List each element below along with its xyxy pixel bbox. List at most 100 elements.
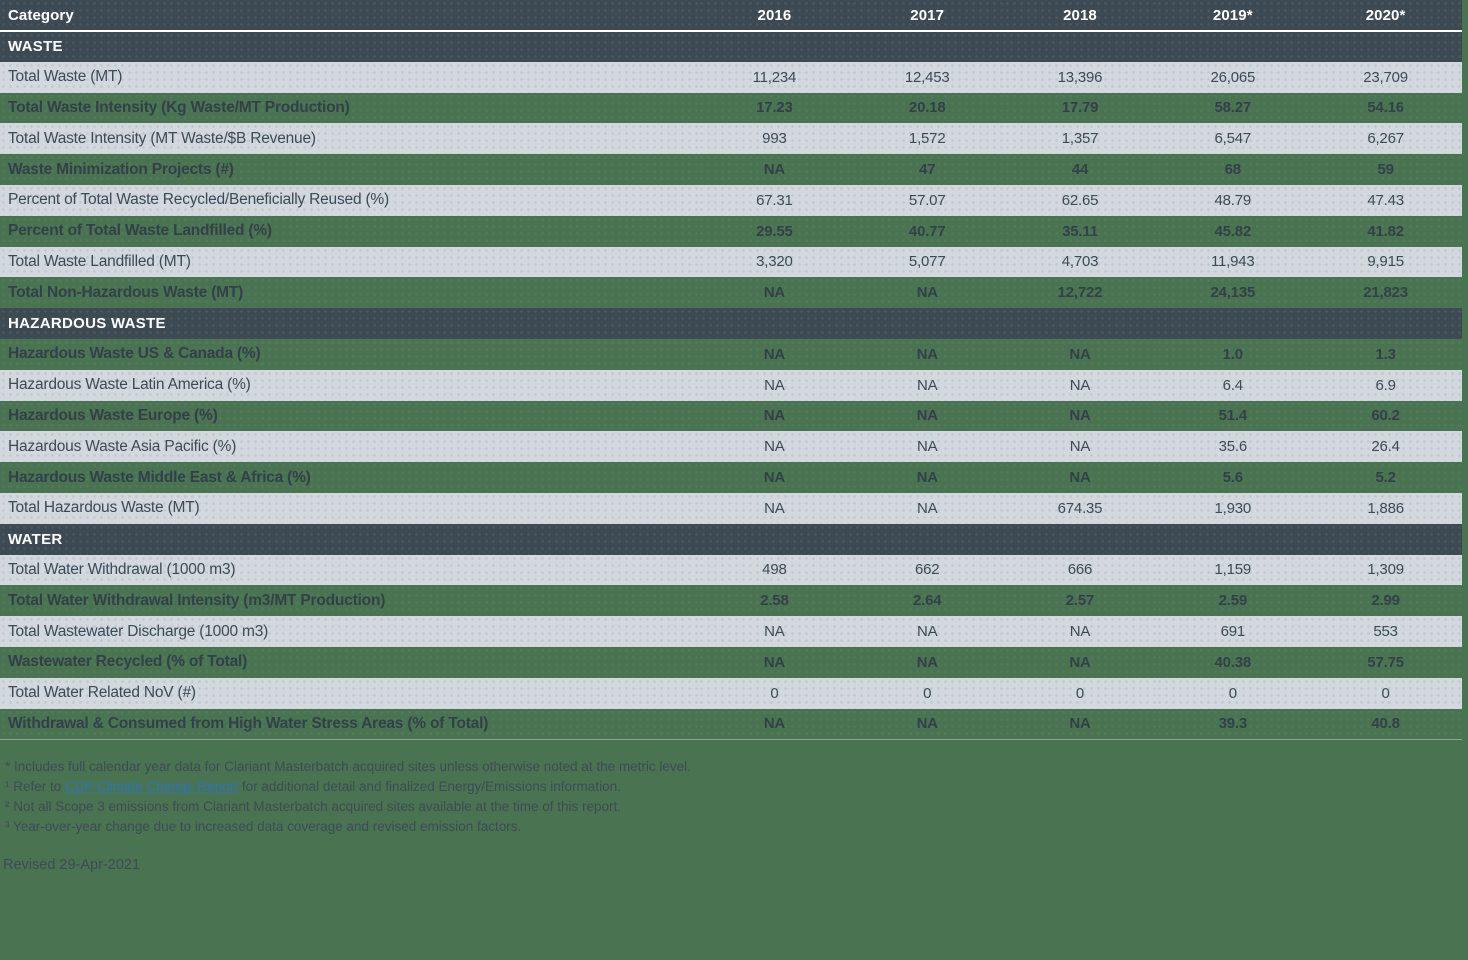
cell-value: NA [698,369,851,401]
cell-value: 29.55 [698,215,851,247]
column-header-year: 2018 [1003,0,1157,32]
cell-value: 2.57 [1003,585,1157,617]
cell-value: NA [850,338,1004,370]
cell-value: 21,823 [1309,277,1462,309]
cell-value: NA [850,462,1004,493]
cell-value: 662 [850,554,1004,586]
row-label: Total Water Withdrawal (1000 m3) [0,554,698,586]
table-row: Total Waste Landfilled (MT) 3,320 5,077 4,7… [0,246,1462,278]
table-row: Total Non-Hazardous Waste (MT) NA NA 12,722… [0,277,1462,309]
row-label: Withdrawal & Consumed from High Water St… [0,708,698,740]
cell-value: NA [698,646,851,678]
cell-value: 48.79 [1156,184,1310,216]
cell-value: NA [698,154,851,185]
cell-value: NA [1003,431,1157,463]
section-title: HAZARDOUS WASTE [0,308,1462,339]
cell-value: NA [698,462,851,493]
cell-value: NA [1003,616,1157,647]
cell-value: 47.43 [1309,184,1462,216]
cell-value: NA [850,277,1004,309]
cell-value: 3,320 [698,246,851,278]
row-label: Total Water Related NoV (#) [0,677,698,709]
cell-value: 2.99 [1309,585,1462,617]
row-label: Hazardous Waste Europe (%) [0,400,698,432]
cell-value: 5.6 [1156,462,1310,493]
row-label: Total Hazardous Waste (MT) [0,492,698,524]
cell-value: 40.38 [1156,646,1310,678]
cell-value: 498 [698,554,851,586]
cell-value: 51.4 [1156,400,1310,432]
table-row: Total Water Withdrawal (1000 m3) 498 662 66… [0,554,1462,586]
cell-value: 553 [1309,616,1462,647]
cell-value: 0 [1003,677,1157,709]
table-row: Total Waste Intensity (MT Waste/$B Reven… [0,123,1462,155]
cell-value: 23,709 [1309,61,1462,93]
row-label: Total Waste (MT) [0,61,698,93]
footnotes-block: * Includes full calendar year data for C… [5,757,1468,837]
cell-value: NA [698,431,851,463]
cell-value: 60.2 [1309,400,1462,432]
cell-value: 12,722 [1003,277,1157,309]
cell-value: 0 [698,677,851,709]
cdp-climate-change-report-link[interactable]: CDP Climate Change Report [65,778,239,794]
row-label: Hazardous Waste Middle East & Africa (%) [0,462,698,493]
row-label: Total Non-Hazardous Waste (MT) [0,277,698,309]
cell-value: NA [698,708,851,740]
sustainability-metrics-table: Category 2016 2017 2018 2019* 2020* WAST… [0,0,1462,740]
cell-value: NA [698,616,851,647]
cell-value: 20.18 [850,92,1004,124]
table-row: Hazardous Waste Middle East & Africa (%)… [0,462,1462,493]
row-label: Percent of Total Waste Landfilled (%) [0,215,698,247]
cell-value: 13,396 [1003,61,1157,93]
cell-value: 0 [1309,677,1462,709]
cell-value: 62.65 [1003,184,1157,216]
cell-value: NA [1003,400,1157,432]
cell-value: NA [850,708,1004,740]
cell-value: 54.16 [1309,92,1462,124]
cell-value: 67.31 [698,184,851,216]
cell-value: 57.75 [1309,646,1462,678]
footnote-1-prefix: ¹ Refer to [5,778,66,794]
column-header-category: Category [0,0,698,32]
table-row: Percent of Total Waste Recycled/Benefici… [0,184,1462,216]
table-row: Hazardous Waste Latin America (%) NA NA NA 6… [0,369,1462,401]
cell-value: 45.82 [1156,215,1310,247]
cell-value: 5,077 [850,246,1004,278]
footnote-2: ² Not all Scope 3 emissions from Clarian… [5,798,622,814]
cell-value: 674.35 [1003,492,1157,524]
section-header-row: HAZARDOUS WASTE [0,308,1462,339]
cell-value: 68 [1156,154,1310,185]
footnote-1: ¹ Refer to CDP Climate Change Report for… [5,777,1468,797]
cell-value: NA [850,369,1004,401]
cell-value: 57.07 [850,184,1004,216]
cell-value: 1,309 [1309,554,1462,586]
table-row: Wastewater Recycled (% of Total) NA NA NA 40… [0,646,1462,678]
table-row: Total Water Related NoV (#) 0 0 0 0 0 [0,677,1462,709]
table-row: Hazardous Waste Europe (%) NA NA NA 51.4 60.2 [0,400,1462,432]
row-label: Total Waste Landfilled (MT) [0,246,698,278]
cell-value: 35.11 [1003,215,1157,247]
cell-value: 11,234 [698,61,851,93]
cell-value: 59 [1309,154,1462,185]
table-row: Percent of Total Waste Landfilled (%) 29.… [0,215,1462,247]
cell-value: 41.82 [1309,215,1462,247]
row-label: Total Waste Intensity (Kg Waste/MT Produ… [0,92,698,124]
section-header-row: WATER [0,523,1462,555]
cell-value: 12,453 [850,61,1004,93]
cell-value: 1,572 [850,123,1004,155]
cell-value: 47 [850,154,1004,185]
cell-value: 1.3 [1309,338,1462,370]
cell-value: 1,886 [1309,492,1462,524]
row-label: Hazardous Waste US & Canada (%) [0,338,698,370]
cell-value: NA [698,492,851,524]
row-label: Waste Minimization Projects (#) [0,154,698,185]
footnote-asterisk: * Includes full calendar year data for C… [5,758,691,774]
cell-value: 40.77 [850,215,1004,247]
cell-value: NA [850,616,1004,647]
footnote-3: ³ Year-over-year change due to increased… [5,818,522,834]
cell-value: 6.9 [1309,369,1462,401]
cell-value: NA [850,492,1004,524]
cell-value: 2.59 [1156,585,1310,617]
table-row: Withdrawal & Consumed from High Water St… [0,708,1462,740]
cell-value: 26,065 [1156,61,1310,93]
